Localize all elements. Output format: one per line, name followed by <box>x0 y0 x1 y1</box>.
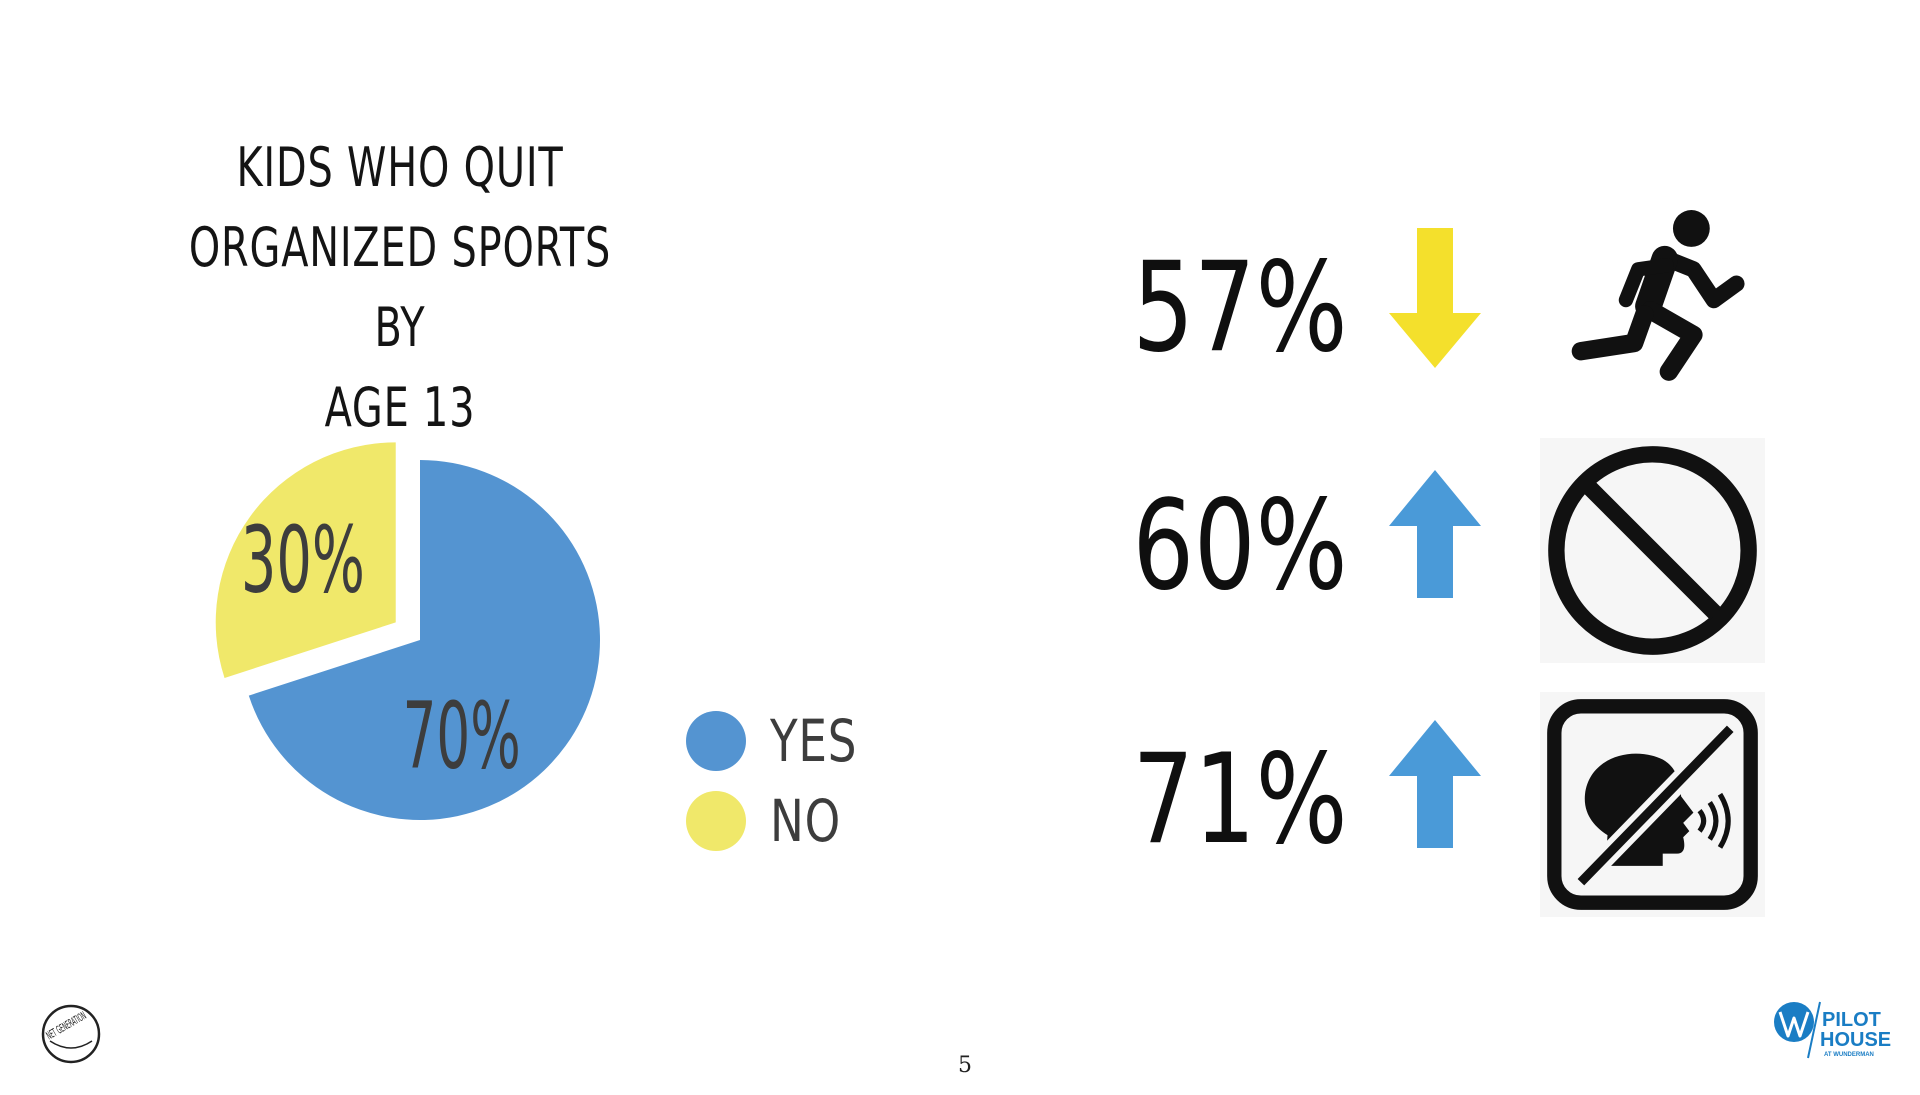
stat-value-2: 60% <box>1132 474 1348 618</box>
stat-value-3: 71% <box>1132 728 1348 872</box>
down-arrow-icon <box>1389 228 1481 368</box>
chart-title-line-1: KIDS WHO QUIT <box>236 136 564 199</box>
stat-row-1: 57% <box>1080 210 1780 388</box>
running-person-icon <box>1571 210 1745 381</box>
logo-right-text-1: PILOT <box>1822 1009 1881 1031</box>
chart-title-line-3: AGE 13 <box>324 376 476 439</box>
legend-swatch-no <box>686 791 746 851</box>
net-generation-logo: NET GENERATION <box>41 1004 101 1064</box>
chart-title-line-2: ORGANIZED SPORTS BY <box>188 216 612 359</box>
legend-item-no: NO <box>686 786 861 856</box>
pilot-house-logo: PILOT HOUSE AT WUNDERMAN <box>1774 1001 1891 1059</box>
page-number: 5 <box>958 1053 972 1078</box>
pie-slice-yes <box>248 460 601 820</box>
legend-label-no: NO <box>770 787 842 855</box>
legend-item-yes: YES <box>686 706 882 776</box>
pie-slice-no <box>215 442 396 678</box>
chart-title: KIDS WHO QUIT ORGANIZED SPORTS BY AGE 13 <box>170 128 629 448</box>
up-arrow-icon <box>1389 720 1481 848</box>
stat-value-1: 57% <box>1132 236 1348 380</box>
legend-label-yes: YES <box>770 707 858 775</box>
no-speaking-icon <box>1540 692 1765 917</box>
pie-label-no: 30% <box>241 506 365 613</box>
pie-chart: 70% 30% <box>215 442 601 820</box>
stat-row-3: 71% <box>1080 692 1780 917</box>
logo-right-text-2: HOUSE <box>1820 1029 1891 1051</box>
prohibited-icon <box>1540 438 1765 663</box>
logo-right-text-3: AT WUNDERMAN <box>1824 1052 1874 1058</box>
stat-row-2: 60% <box>1080 438 1780 663</box>
legend-swatch-yes <box>686 711 746 771</box>
up-arrow-icon <box>1389 470 1481 598</box>
pie-label-yes: 70% <box>403 682 521 789</box>
